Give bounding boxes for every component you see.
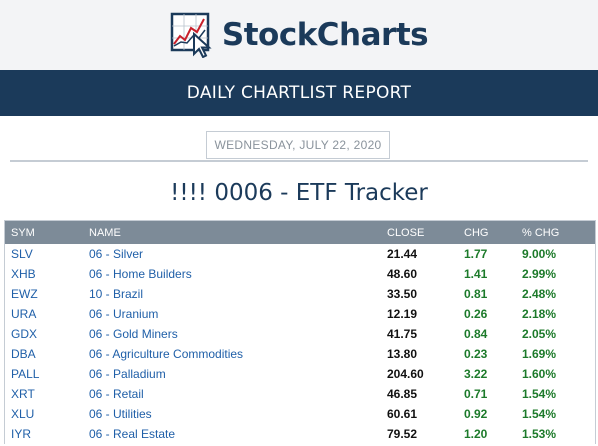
name-link[interactable]: 10 - Brazil bbox=[89, 287, 144, 301]
percent-change-value: 1.53% bbox=[522, 427, 557, 441]
change-value: 0.92 bbox=[464, 407, 488, 421]
percent-change-value: 2.99% bbox=[522, 267, 557, 281]
table-row[interactable]: IYR 06 - Real Estate 79.52 1.20 1.53% bbox=[5, 424, 595, 444]
table-row[interactable]: GDX 06 - Gold Miners 41.75 0.84 2.05% bbox=[5, 324, 595, 344]
symbol-link[interactable]: URA bbox=[11, 307, 37, 321]
close-value: 21.44 bbox=[387, 247, 418, 261]
table-header-row: SYM NAME CLOSE CHG % CHG bbox=[5, 221, 595, 244]
percent-change-value: 1.69% bbox=[522, 347, 557, 361]
symbol-link[interactable]: DBA bbox=[11, 347, 36, 361]
symbol-link[interactable]: PALL bbox=[11, 367, 40, 381]
close-value: 12.19 bbox=[387, 307, 418, 321]
table-row[interactable]: XRT 06 - Retail 46.85 0.71 1.54% bbox=[5, 384, 595, 404]
banner-title: DAILY CHARTLIST REPORT bbox=[186, 83, 412, 103]
percent-change-value: 9.00% bbox=[522, 247, 557, 261]
name-link[interactable]: 06 - Agriculture Commodities bbox=[89, 347, 244, 361]
name-link[interactable]: 06 - Uranium bbox=[89, 307, 159, 321]
date-row: WEDNESDAY, JULY 22, 2020 bbox=[0, 116, 598, 166]
change-value: 1.77 bbox=[464, 247, 488, 261]
table-row[interactable]: DBA 06 - Agriculture Commodities 13.80 0.23… bbox=[5, 344, 595, 364]
column-header-close[interactable]: CLOSE bbox=[387, 226, 425, 239]
close-value: 79.52 bbox=[387, 427, 418, 441]
report-banner: DAILY CHARTLIST REPORT bbox=[0, 70, 598, 116]
chartlist-title: !!!! 0006 - ETF Tracker bbox=[170, 180, 428, 206]
percent-change-value: 2.18% bbox=[522, 307, 557, 321]
column-header-pct-chg[interactable]: % CHG bbox=[522, 226, 560, 239]
close-value: 204.60 bbox=[387, 367, 424, 381]
percent-change-value: 2.05% bbox=[522, 327, 557, 341]
close-value: 13.80 bbox=[387, 347, 418, 361]
name-link[interactable]: 06 - Gold Miners bbox=[89, 327, 178, 341]
symbol-link[interactable]: EWZ bbox=[11, 287, 38, 301]
percent-change-value: 1.60% bbox=[522, 367, 557, 381]
site-header: StockCharts bbox=[0, 0, 598, 70]
etf-table: SYM NAME CLOSE CHG % CHG SLV 06 - Silver 2… bbox=[4, 220, 596, 444]
percent-change-value: 2.48% bbox=[522, 287, 557, 301]
table-row[interactable]: URA 06 - Uranium 12.19 0.26 2.18% bbox=[5, 304, 595, 324]
name-link[interactable]: 06 - Real Estate bbox=[89, 427, 176, 441]
change-value: 1.20 bbox=[464, 427, 488, 441]
close-value: 60.61 bbox=[387, 407, 418, 421]
column-header-name[interactable]: NAME bbox=[89, 226, 121, 239]
symbol-link[interactable]: XLU bbox=[11, 407, 35, 421]
percent-change-value: 1.54% bbox=[522, 407, 557, 421]
percent-change-value: 1.54% bbox=[522, 387, 557, 401]
change-value: 0.84 bbox=[464, 327, 488, 341]
name-link[interactable]: 06 - Palladium bbox=[89, 367, 166, 381]
name-link[interactable]: 06 - Utilities bbox=[89, 407, 152, 421]
name-link[interactable]: 06 - Silver bbox=[89, 247, 144, 261]
column-header-sym[interactable]: SYM bbox=[11, 226, 35, 239]
symbol-link[interactable]: GDX bbox=[11, 327, 38, 341]
close-value: 48.60 bbox=[387, 267, 418, 281]
table-row[interactable]: PALL 06 - Palladium 204.60 3.22 1.60% bbox=[5, 364, 595, 384]
change-value: 0.26 bbox=[464, 307, 488, 321]
symbol-link[interactable]: XHB bbox=[11, 267, 36, 281]
name-link[interactable]: 06 - Retail bbox=[89, 387, 144, 401]
symbol-link[interactable]: IYR bbox=[11, 427, 32, 441]
name-link[interactable]: 06 - Home Builders bbox=[89, 267, 192, 281]
stockcharts-logo[interactable]: StockCharts bbox=[170, 12, 429, 58]
divider bbox=[10, 160, 588, 162]
chart-cursor-icon bbox=[170, 12, 212, 58]
close-value: 46.85 bbox=[387, 387, 418, 401]
logo-text: StockCharts bbox=[221, 17, 429, 53]
table-row[interactable]: XLU 06 - Utilities 60.61 0.92 1.54% bbox=[5, 404, 595, 424]
change-value: 0.71 bbox=[464, 387, 488, 401]
change-value: 0.81 bbox=[464, 287, 488, 301]
table-row[interactable]: EWZ 10 - Brazil 33.50 0.81 2.48% bbox=[5, 284, 595, 304]
change-value: 0.23 bbox=[464, 347, 488, 361]
report-date: WEDNESDAY, JULY 22, 2020 bbox=[206, 131, 390, 159]
symbol-link[interactable]: SLV bbox=[11, 247, 33, 261]
change-value: 3.22 bbox=[464, 367, 488, 381]
change-value: 1.41 bbox=[464, 267, 488, 281]
close-value: 41.75 bbox=[387, 327, 418, 341]
symbol-link[interactable]: XRT bbox=[11, 387, 35, 401]
column-header-chg[interactable]: CHG bbox=[464, 226, 489, 239]
table-row[interactable]: SLV 06 - Silver 21.44 1.77 9.00% bbox=[5, 244, 595, 264]
close-value: 33.50 bbox=[387, 287, 418, 301]
table-row[interactable]: XHB 06 - Home Builders 48.60 1.41 2.99% bbox=[5, 264, 595, 284]
